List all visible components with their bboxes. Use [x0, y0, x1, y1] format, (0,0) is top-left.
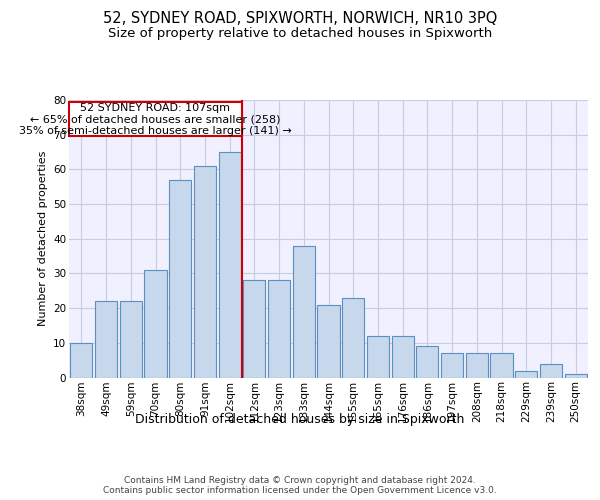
Bar — [466, 353, 488, 378]
Bar — [169, 180, 191, 378]
Bar — [416, 346, 439, 378]
Text: 35% of semi-detached houses are larger (141) →: 35% of semi-detached houses are larger (… — [19, 126, 292, 136]
Bar — [490, 353, 512, 378]
Bar — [145, 270, 167, 378]
Bar — [565, 374, 587, 378]
Bar — [70, 343, 92, 378]
Text: Contains HM Land Registry data © Crown copyright and database right 2024.
Contai: Contains HM Land Registry data © Crown c… — [103, 476, 497, 495]
FancyBboxPatch shape — [69, 102, 242, 136]
Text: Size of property relative to detached houses in Spixworth: Size of property relative to detached ho… — [108, 28, 492, 40]
Bar — [218, 152, 241, 378]
Bar — [293, 246, 315, 378]
Text: 52 SYDNEY ROAD: 107sqm: 52 SYDNEY ROAD: 107sqm — [80, 102, 230, 113]
Bar — [243, 280, 265, 378]
Bar — [392, 336, 414, 378]
Bar — [95, 301, 117, 378]
Bar — [515, 370, 538, 378]
Text: Distribution of detached houses by size in Spixworth: Distribution of detached houses by size … — [136, 412, 464, 426]
Bar — [268, 280, 290, 378]
Bar — [540, 364, 562, 378]
Bar — [342, 298, 364, 378]
Bar — [119, 301, 142, 378]
Text: 52, SYDNEY ROAD, SPIXWORTH, NORWICH, NR10 3PQ: 52, SYDNEY ROAD, SPIXWORTH, NORWICH, NR1… — [103, 11, 497, 26]
Bar — [194, 166, 216, 378]
Text: ← 65% of detached houses are smaller (258): ← 65% of detached houses are smaller (25… — [30, 114, 281, 124]
Bar — [317, 304, 340, 378]
Bar — [367, 336, 389, 378]
Y-axis label: Number of detached properties: Number of detached properties — [38, 151, 47, 326]
Bar — [441, 353, 463, 378]
